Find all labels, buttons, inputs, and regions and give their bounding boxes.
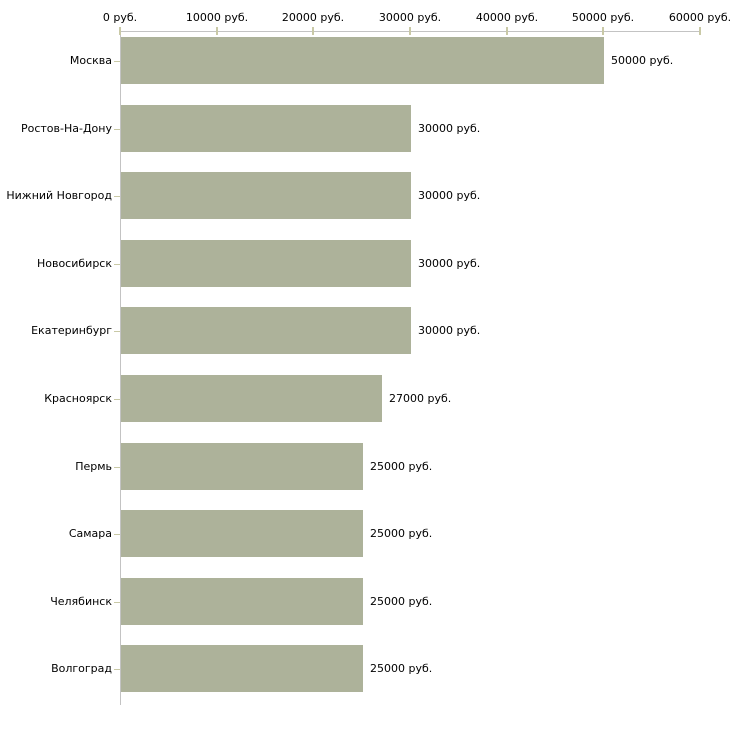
value-label: 30000 руб. [418,257,481,270]
category-tick [114,534,120,535]
value-label: 25000 руб. [370,595,433,608]
bar [121,307,411,354]
bar [121,37,604,84]
x-axis-tick-label: 30000 руб. [378,11,442,24]
x-axis-tick [699,27,701,35]
category-label: Самара [68,527,112,540]
x-axis-tick [409,27,411,35]
category-tick [114,331,120,332]
category-label: Нижний Новгород [6,189,112,202]
value-label: 25000 руб. [370,460,433,473]
bar [121,578,363,625]
value-label: 30000 руб. [418,324,481,337]
category-tick [114,264,120,265]
category-tick [114,196,120,197]
category-label: Ростов-На-Дону [20,122,112,135]
x-axis-tick-label: 0 руб. [102,11,138,24]
category-label: Красноярск [44,392,112,405]
category-tick [114,669,120,670]
category-tick [114,467,120,468]
value-label: 27000 руб. [389,392,452,405]
category-label: Челябинск [50,595,112,608]
y-axis-line [120,31,121,705]
x-axis-tick [119,27,121,35]
category-tick [114,399,120,400]
x-axis-tick [506,27,508,35]
category-tick [114,129,120,130]
category-tick [114,602,120,603]
value-label: 30000 руб. [418,189,481,202]
value-label: 25000 руб. [370,527,433,540]
category-tick [114,61,120,62]
bar [121,510,363,557]
x-axis-tick-label: 60000 руб. [668,11,730,24]
x-axis-tick-label: 40000 руб. [475,11,539,24]
x-axis-tick-label: 50000 руб. [571,11,635,24]
category-label: Новосибирск [36,257,112,270]
bar [121,172,411,219]
x-axis-tick-label: 20000 руб. [281,11,345,24]
bar [121,645,363,692]
bar [121,105,411,152]
bar [121,443,363,490]
category-label: Москва [69,54,112,67]
category-label: Екатеринбург [31,324,112,337]
x-axis-tick [312,27,314,35]
x-axis-tick [602,27,604,35]
x-axis-tick-label: 10000 руб. [185,11,249,24]
x-axis-tick [216,27,218,35]
bar [121,375,382,422]
category-label: Пермь [75,460,112,473]
value-label: 30000 руб. [418,122,481,135]
bar [121,240,411,287]
value-label: 50000 руб. [611,54,674,67]
category-label: Волгоград [51,662,112,675]
value-label: 25000 руб. [370,662,433,675]
